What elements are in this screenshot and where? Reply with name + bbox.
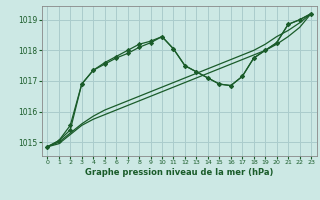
X-axis label: Graphe pression niveau de la mer (hPa): Graphe pression niveau de la mer (hPa) xyxy=(85,168,273,177)
